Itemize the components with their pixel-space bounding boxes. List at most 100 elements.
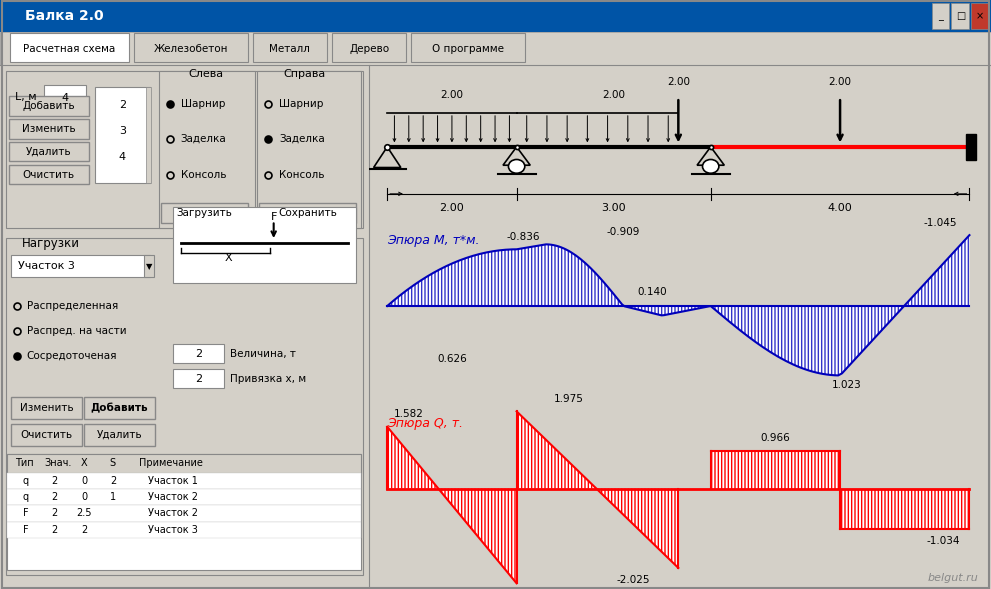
- Text: Тип: Тип: [15, 458, 34, 468]
- FancyBboxPatch shape: [332, 33, 406, 62]
- FancyBboxPatch shape: [259, 203, 356, 223]
- Text: Распределенная: Распределенная: [27, 301, 118, 311]
- FancyBboxPatch shape: [258, 71, 361, 228]
- Polygon shape: [840, 489, 969, 529]
- Text: 2.00: 2.00: [828, 77, 851, 87]
- Text: Заделка: Заделка: [279, 134, 325, 144]
- Text: Эпюра М, т*м.: Эпюра М, т*м.: [387, 234, 480, 247]
- Text: ×: ×: [976, 11, 984, 21]
- Text: 2.00: 2.00: [440, 90, 464, 100]
- Text: 1.975: 1.975: [553, 394, 584, 404]
- Text: 2.00: 2.00: [440, 203, 465, 213]
- Text: q: q: [23, 492, 29, 502]
- Text: ▼: ▼: [146, 262, 153, 271]
- Text: Участок 3: Участок 3: [149, 525, 198, 535]
- Text: Величина, т: Величина, т: [230, 349, 295, 359]
- FancyBboxPatch shape: [9, 96, 89, 115]
- Text: 0.140: 0.140: [637, 286, 667, 296]
- FancyBboxPatch shape: [9, 164, 89, 184]
- Text: q: q: [23, 476, 29, 486]
- Text: Консоль: Консоль: [279, 170, 325, 180]
- Text: 0.626: 0.626: [437, 353, 467, 363]
- Text: Железобетон: Железобетон: [154, 44, 228, 54]
- FancyBboxPatch shape: [10, 33, 129, 62]
- Text: Удалить: Удалить: [26, 147, 71, 157]
- Text: Консоль: Консоль: [180, 170, 226, 180]
- FancyBboxPatch shape: [173, 369, 224, 389]
- Text: 2: 2: [195, 349, 202, 359]
- Polygon shape: [516, 411, 678, 568]
- FancyBboxPatch shape: [146, 87, 152, 183]
- Text: 2: 2: [52, 525, 58, 535]
- FancyBboxPatch shape: [11, 256, 150, 277]
- FancyBboxPatch shape: [84, 424, 156, 446]
- FancyBboxPatch shape: [134, 33, 248, 62]
- FancyBboxPatch shape: [8, 454, 361, 570]
- Text: Загрузить: Загрузить: [176, 207, 232, 217]
- Text: Сохранить: Сохранить: [277, 207, 337, 217]
- FancyBboxPatch shape: [8, 473, 361, 489]
- Text: -0.836: -0.836: [506, 232, 540, 242]
- Polygon shape: [711, 451, 840, 489]
- Text: 0: 0: [81, 476, 87, 486]
- FancyBboxPatch shape: [95, 87, 150, 183]
- Text: Дерево: Дерево: [349, 44, 389, 54]
- Text: F: F: [271, 212, 276, 222]
- Text: 2: 2: [119, 100, 126, 110]
- FancyBboxPatch shape: [6, 71, 363, 228]
- FancyBboxPatch shape: [8, 522, 361, 538]
- Text: Расчетная схема: Расчетная схема: [23, 44, 116, 54]
- Text: 0.966: 0.966: [760, 434, 790, 444]
- FancyBboxPatch shape: [6, 238, 363, 575]
- FancyBboxPatch shape: [173, 207, 356, 283]
- Text: F: F: [23, 525, 29, 535]
- Text: Нагрузки: Нагрузки: [22, 237, 80, 250]
- Text: Балка 2.0: Балка 2.0: [25, 9, 103, 23]
- Text: 2: 2: [52, 492, 58, 502]
- Text: Участок 3: Участок 3: [19, 262, 75, 272]
- Text: -1.034: -1.034: [927, 536, 960, 546]
- FancyBboxPatch shape: [173, 343, 224, 363]
- FancyBboxPatch shape: [8, 489, 361, 505]
- Text: -1.045: -1.045: [924, 218, 957, 228]
- Text: 3.00: 3.00: [602, 203, 626, 213]
- FancyBboxPatch shape: [159, 71, 256, 228]
- Polygon shape: [387, 427, 516, 583]
- Text: 2.00: 2.00: [667, 77, 690, 87]
- Text: Очистить: Очистить: [21, 430, 72, 440]
- FancyBboxPatch shape: [145, 256, 155, 277]
- Text: 1.582: 1.582: [393, 409, 423, 419]
- Text: 2.5: 2.5: [76, 508, 92, 518]
- Text: Участок 1: Участок 1: [149, 476, 198, 486]
- FancyBboxPatch shape: [11, 397, 82, 419]
- Text: Шарнир: Шарнир: [180, 98, 225, 108]
- Text: 2: 2: [195, 373, 202, 383]
- Text: 2: 2: [110, 476, 116, 486]
- FancyBboxPatch shape: [161, 203, 248, 223]
- FancyBboxPatch shape: [932, 3, 949, 29]
- Text: Заделка: Заделка: [180, 134, 226, 144]
- Text: 4: 4: [61, 93, 68, 103]
- FancyBboxPatch shape: [411, 33, 525, 62]
- Circle shape: [703, 160, 718, 173]
- Text: 2.00: 2.00: [603, 90, 625, 100]
- Text: О программе: О программе: [432, 44, 504, 54]
- FancyBboxPatch shape: [8, 505, 361, 522]
- Text: 0: 0: [81, 492, 87, 502]
- Text: 4: 4: [119, 152, 126, 162]
- Text: 4.00: 4.00: [827, 203, 852, 213]
- Text: Добавить: Добавить: [23, 101, 75, 111]
- Bar: [966, 134, 976, 160]
- Circle shape: [508, 160, 525, 173]
- Bar: [0, 0, 991, 32]
- FancyBboxPatch shape: [8, 454, 361, 473]
- Text: Удалить: Удалить: [97, 430, 143, 440]
- FancyBboxPatch shape: [951, 3, 969, 29]
- FancyBboxPatch shape: [971, 3, 989, 29]
- Text: -2.025: -2.025: [616, 574, 650, 584]
- FancyBboxPatch shape: [84, 397, 156, 419]
- Text: L, м: L, м: [15, 92, 37, 102]
- Text: X: X: [224, 253, 232, 263]
- Text: X: X: [80, 458, 87, 468]
- FancyBboxPatch shape: [44, 85, 86, 110]
